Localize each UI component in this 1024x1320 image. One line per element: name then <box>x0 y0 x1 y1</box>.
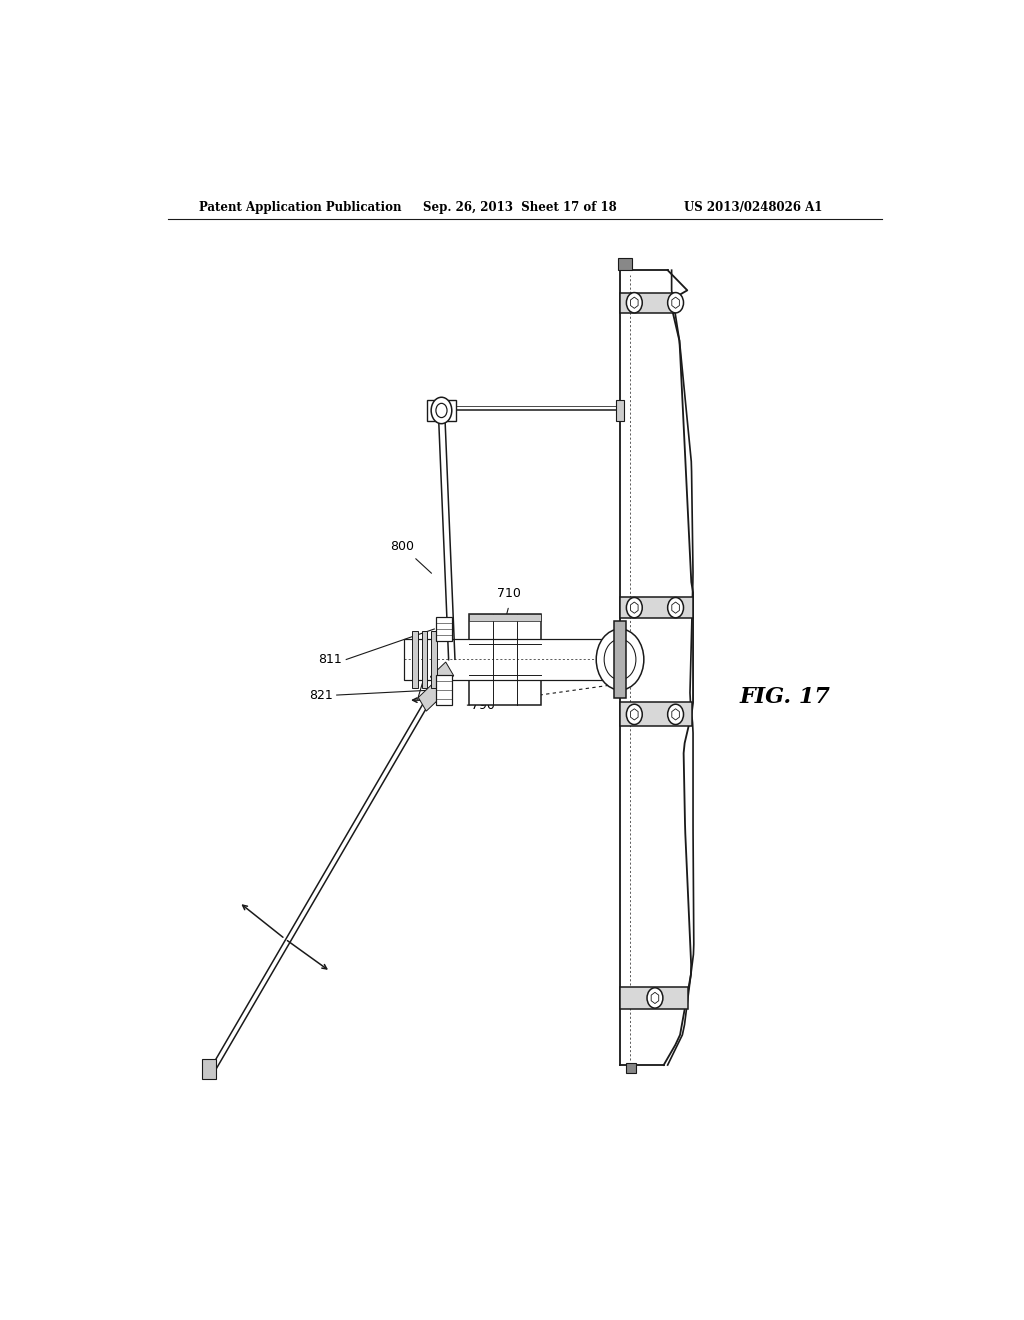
Polygon shape <box>672 602 679 614</box>
Text: 800: 800 <box>390 540 414 553</box>
Polygon shape <box>620 598 693 618</box>
Bar <box>412 631 418 688</box>
Circle shape <box>431 397 452 424</box>
Bar <box>469 614 541 620</box>
Polygon shape <box>207 657 454 1078</box>
Circle shape <box>627 293 642 313</box>
Bar <box>627 1063 636 1073</box>
Bar <box>436 675 452 705</box>
Bar <box>617 257 632 271</box>
Polygon shape <box>620 702 691 726</box>
Text: FIG. 17: FIG. 17 <box>739 686 829 708</box>
Circle shape <box>436 404 447 417</box>
Circle shape <box>627 598 642 618</box>
Polygon shape <box>620 987 688 1008</box>
Text: Sep. 26, 2013  Sheet 17 of 18: Sep. 26, 2013 Sheet 17 of 18 <box>423 201 617 214</box>
Polygon shape <box>620 271 693 1065</box>
Circle shape <box>627 704 642 725</box>
Circle shape <box>668 598 684 618</box>
Circle shape <box>668 704 684 725</box>
Polygon shape <box>419 682 441 711</box>
Bar <box>422 631 427 688</box>
Polygon shape <box>620 293 674 313</box>
Polygon shape <box>672 297 679 309</box>
Bar <box>469 614 541 705</box>
Circle shape <box>647 987 663 1008</box>
Bar <box>624 651 631 668</box>
Circle shape <box>604 639 636 680</box>
Text: 821: 821 <box>309 689 333 701</box>
Bar <box>404 639 621 680</box>
Text: Patent Application Publication: Patent Application Publication <box>200 201 402 214</box>
Circle shape <box>596 630 644 690</box>
Polygon shape <box>631 602 638 614</box>
Polygon shape <box>430 663 454 690</box>
Polygon shape <box>631 297 638 309</box>
Polygon shape <box>672 709 679 719</box>
Polygon shape <box>651 993 658 1003</box>
Bar <box>436 616 452 642</box>
Text: 811: 811 <box>318 653 342 667</box>
Text: US 2013/0248026 A1: US 2013/0248026 A1 <box>684 201 822 214</box>
Bar <box>616 400 624 421</box>
Bar <box>614 620 626 698</box>
Bar <box>427 400 456 421</box>
Bar <box>202 1059 216 1080</box>
Bar <box>431 631 436 688</box>
Circle shape <box>668 293 684 313</box>
Text: 710: 710 <box>497 587 521 599</box>
Text: 790: 790 <box>471 698 495 711</box>
Polygon shape <box>631 709 638 719</box>
Polygon shape <box>664 271 694 1065</box>
Polygon shape <box>438 411 455 660</box>
Text: 810: 810 <box>422 693 445 706</box>
